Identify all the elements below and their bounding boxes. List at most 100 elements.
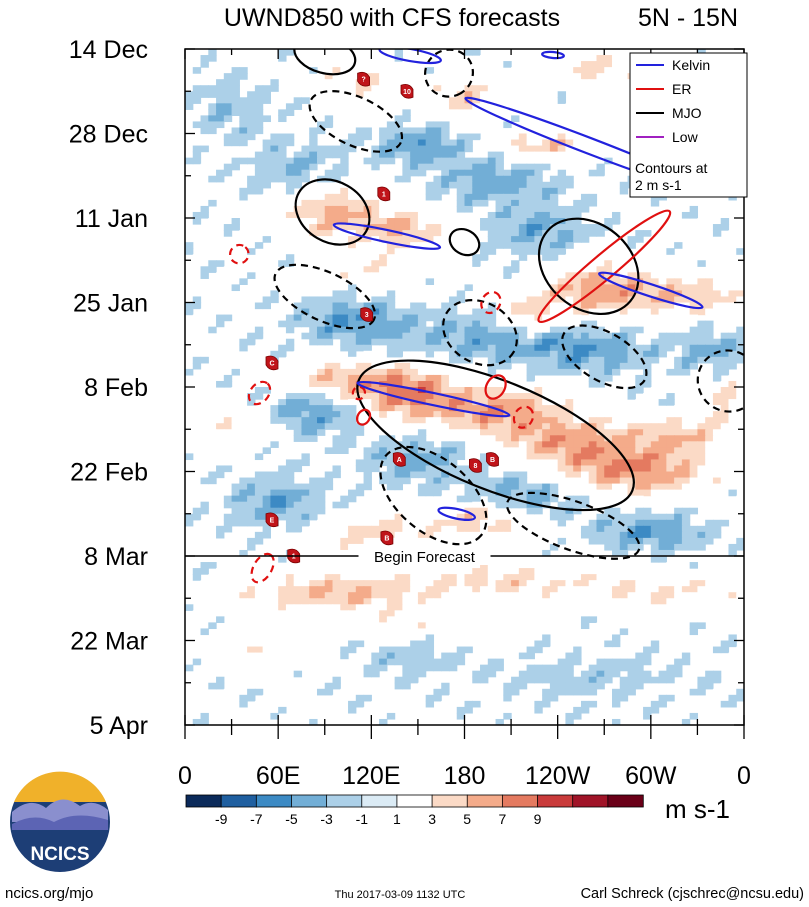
anomaly-cell (239, 652, 248, 660)
anomaly-cell (573, 332, 582, 340)
anomaly-cell (619, 592, 629, 599)
anomaly-cell (417, 586, 427, 593)
anomaly-cell (518, 429, 528, 436)
anomaly-cell (518, 314, 528, 322)
anomaly-cell (425, 399, 435, 406)
footer-url[interactable]: ncics.org/mjo (5, 885, 93, 902)
anomaly-cell (223, 97, 233, 104)
anomaly-cell (254, 103, 264, 110)
anomaly-cell (720, 688, 730, 696)
anomaly-cell (565, 260, 574, 267)
anomaly-cell (316, 610, 326, 617)
anomaly-cell (674, 356, 683, 364)
anomaly-cell (472, 537, 481, 545)
anomaly-cell (627, 224, 636, 231)
anomaly-cell (658, 519, 667, 527)
anomaly-cell (433, 405, 442, 412)
anomaly-cell (526, 459, 535, 467)
anomaly-cell (309, 260, 318, 267)
anomaly-cell (425, 374, 435, 382)
storm-marker-label: 1 (382, 191, 386, 198)
anomaly-cell (666, 338, 675, 346)
anomaly-cell (658, 459, 667, 467)
anomaly-cell (658, 453, 667, 461)
anomaly-cell (658, 531, 667, 539)
anomaly-cell (565, 290, 574, 298)
anomaly-cell (736, 230, 744, 237)
anomaly-cell (355, 338, 365, 346)
anomaly-cell (518, 230, 528, 237)
anomaly-cell (480, 562, 489, 569)
anomaly-cell (627, 393, 636, 400)
anomaly-cell (386, 218, 396, 225)
anomaly-cell (410, 248, 419, 255)
anomaly-cell (270, 507, 279, 515)
anomaly-cell (643, 676, 652, 684)
anomaly-cell (441, 320, 450, 328)
anomaly-cell (487, 230, 497, 237)
anomaly-cell (619, 356, 629, 364)
anomaly-cell (456, 634, 466, 642)
anomaly-cell (674, 580, 683, 587)
anomaly-cell (394, 658, 403, 666)
anomaly-cell (697, 574, 706, 581)
anomaly-cell (379, 85, 388, 92)
anomaly-cell (324, 199, 334, 207)
anomaly-cell (464, 471, 473, 479)
anomaly-cell (348, 543, 357, 551)
anomaly-cell (379, 127, 388, 135)
anomaly-cell (643, 574, 652, 581)
anomaly-cell (239, 193, 248, 201)
anomaly-cell (518, 501, 528, 509)
anomaly-cell (472, 254, 481, 261)
anomaly-cell (379, 278, 388, 285)
anomaly-cell (604, 586, 613, 593)
anomaly-cell (223, 411, 233, 418)
anomaly-cell (627, 640, 636, 648)
anomaly-cell (697, 489, 706, 497)
anomaly-cell (371, 652, 380, 660)
anomaly-cell (456, 447, 466, 454)
anomaly-cell (588, 670, 598, 678)
anomaly-cell (511, 266, 520, 273)
anomaly-cell (487, 163, 497, 171)
storm-marker-label: B (490, 457, 495, 464)
anomaly-cell (208, 85, 217, 92)
anomaly-cell (262, 387, 271, 394)
y-tick-label: 11 Jan (75, 205, 148, 233)
anomaly-cell (340, 224, 349, 231)
anomaly-cell (580, 326, 590, 334)
colorbar-swatch (537, 794, 574, 808)
anomaly-cell (588, 374, 598, 382)
anomaly-cell (285, 646, 295, 654)
anomaly-cell (379, 580, 388, 587)
anomaly-cell (511, 399, 520, 406)
anomaly-cell (386, 652, 396, 660)
anomaly-cell (495, 151, 504, 159)
anomaly-cell (386, 73, 396, 80)
anomaly-cell (650, 344, 660, 352)
anomaly-cell (239, 417, 248, 424)
anomaly-cell (487, 55, 497, 62)
anomaly-cell (612, 658, 621, 666)
anomaly-cell (596, 676, 605, 684)
anomaly-cell (526, 622, 535, 630)
anomaly-cell (534, 465, 543, 473)
anomaly-cell (627, 580, 636, 587)
anomaly-cell (511, 187, 520, 195)
anomaly-cell (658, 670, 667, 678)
anomaly-cell (503, 362, 512, 370)
anomaly-cell (340, 278, 349, 285)
anomaly-cell (402, 568, 411, 575)
anomaly-cell (549, 592, 559, 599)
anomaly-cell (340, 393, 349, 400)
anomaly-cell (301, 199, 310, 207)
anomaly-cell (394, 344, 403, 352)
anomaly-cell (619, 483, 629, 491)
anomaly-cell (448, 326, 458, 334)
anomaly-cell (658, 556, 667, 563)
anomaly-cell (216, 676, 225, 684)
anomaly-cell (712, 290, 722, 298)
anomaly-cell (324, 688, 334, 696)
anomaly-cell (247, 513, 256, 521)
